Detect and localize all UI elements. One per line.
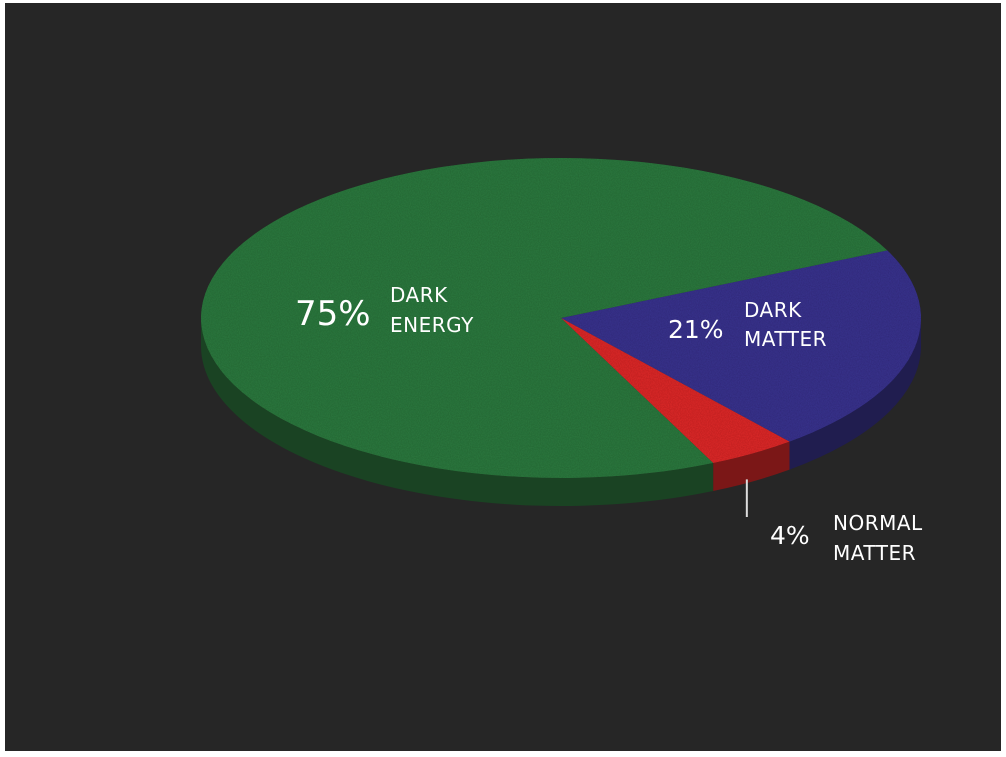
side-wall-dark-matter [789,318,921,470]
slice-label-dark-matter: 21% DARK MATTER [668,298,827,351]
dark-energy-name-line2: ENERGY [390,313,474,337]
dark-energy-percent: 75% [295,294,371,334]
pie-side-walls [201,318,921,506]
normal-matter-name-line2: MATTER [833,541,916,565]
chart-frame: 75% DARK ENERGY 21% DARK MATTER 4% NORMA… [5,3,1001,751]
slice-label-dark-energy: 75% DARK ENERGY [295,283,474,337]
pie-chart: 75% DARK ENERGY 21% DARK MATTER 4% NORMA… [201,158,923,565]
normal-matter-name-line1: NORMAL [833,511,923,535]
slice-dark-matter [561,250,922,442]
slice-normal-matter [561,318,790,464]
dark-matter-name-line2: MATTER [744,327,827,351]
slice-label-normal-matter: 4% NORMAL MATTER [770,511,923,565]
pie-top-faces [201,158,922,479]
side-wall-dark-energy [201,318,714,506]
slice-dark-energy [201,158,888,479]
normal-matter-percent: 4% [770,521,810,550]
dark-energy-name-line1: DARK [390,283,448,307]
dark-matter-name-line1: DARK [744,298,802,322]
dark-matter-percent: 21% [668,315,724,344]
side-wall-normal-matter [713,441,790,492]
